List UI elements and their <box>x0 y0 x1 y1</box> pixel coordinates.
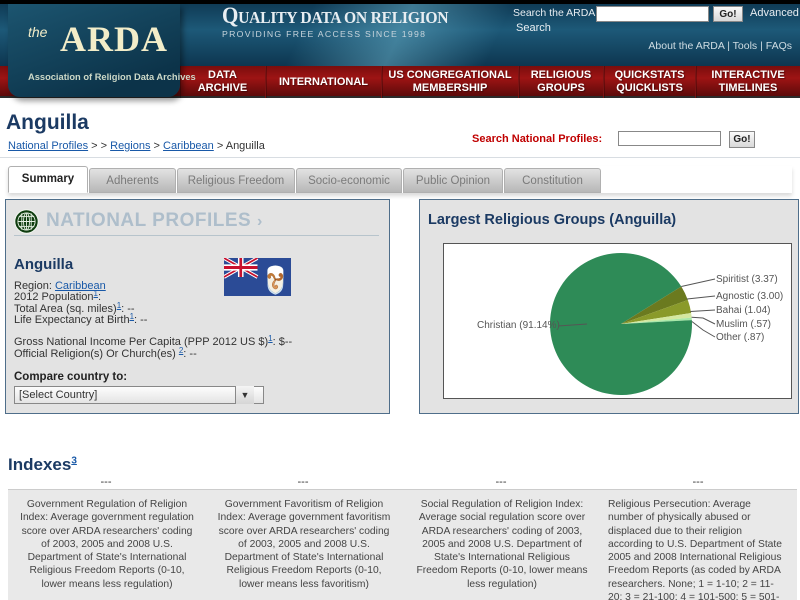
svg-text:Bahai (1.04): Bahai (1.04) <box>716 305 770 316</box>
svg-text:Spiritist (3.37): Spiritist (3.37) <box>716 274 778 285</box>
svg-text:Agnostic (3.00): Agnostic (3.00) <box>716 291 783 302</box>
svg-text:Muslim (.57): Muslim (.57) <box>716 319 771 330</box>
svg-text:Christian (91.14%): Christian (91.14%) <box>477 320 560 331</box>
svg-text:Other (.87): Other (.87) <box>716 332 764 343</box>
